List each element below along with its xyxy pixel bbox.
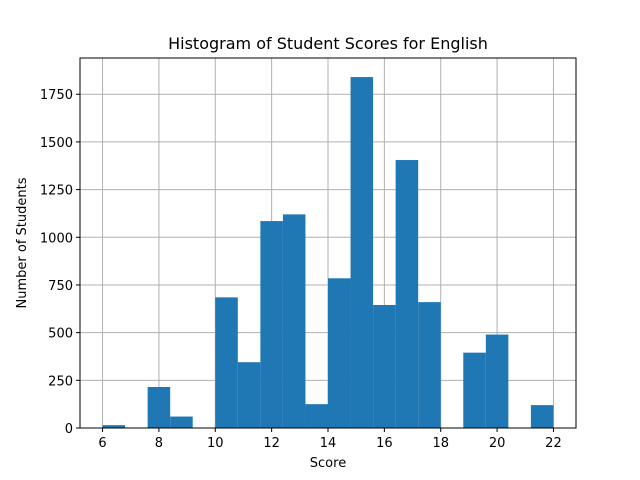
histogram-bars: [102, 77, 554, 429]
x-tick-label: 14: [320, 436, 337, 451]
x-tick-label: 22: [545, 436, 562, 451]
y-tick-label: 250: [48, 374, 73, 389]
histogram-bar: [485, 334, 509, 428]
histogram-bar: [237, 362, 261, 428]
y-tick-label: 1000: [40, 231, 73, 246]
x-tick-label: 10: [207, 436, 224, 451]
chart-title: Histogram of Student Scores for English: [168, 34, 488, 53]
y-tick-label: 1250: [40, 184, 73, 199]
histogram-bar: [102, 425, 126, 428]
histogram-bar: [418, 302, 441, 428]
axes-frame: [79, 57, 577, 429]
histogram-bar: [373, 304, 396, 428]
histogram-bar: [530, 405, 554, 428]
histogram-bar: [328, 278, 351, 428]
x-tick-label: 16: [376, 436, 393, 451]
histogram-bar: [215, 297, 238, 428]
y-tick-label: 1750: [40, 88, 73, 103]
x-axis-label: Score: [310, 456, 346, 471]
y-tick-label: 1500: [40, 136, 73, 151]
histogram-bar: [170, 416, 193, 428]
histogram-bar: [147, 386, 171, 428]
x-tick-label: 12: [263, 436, 280, 451]
x-tick-label: 18: [432, 436, 449, 451]
histogram-bar: [463, 352, 486, 428]
histogram-bar: [395, 160, 419, 429]
x-tick-label: 8: [155, 436, 163, 451]
x-tick-label: 6: [98, 436, 106, 451]
y-axis-label: Number of Students: [15, 177, 30, 308]
y-tick-label: 500: [48, 327, 73, 342]
x-tick-label: 20: [489, 436, 506, 451]
histogram-bar: [260, 221, 283, 428]
y-tick-label: 750: [48, 279, 73, 294]
y-tick-label: 0: [65, 422, 73, 437]
axis-ticks: 6 8 10 12 14 16 18 20 22 0 250 500 750 1000 1250 1500 17…: [40, 88, 562, 451]
histogram-bar: [305, 404, 328, 428]
histogram-bar: [350, 77, 374, 428]
histogram-bar: [282, 214, 306, 428]
